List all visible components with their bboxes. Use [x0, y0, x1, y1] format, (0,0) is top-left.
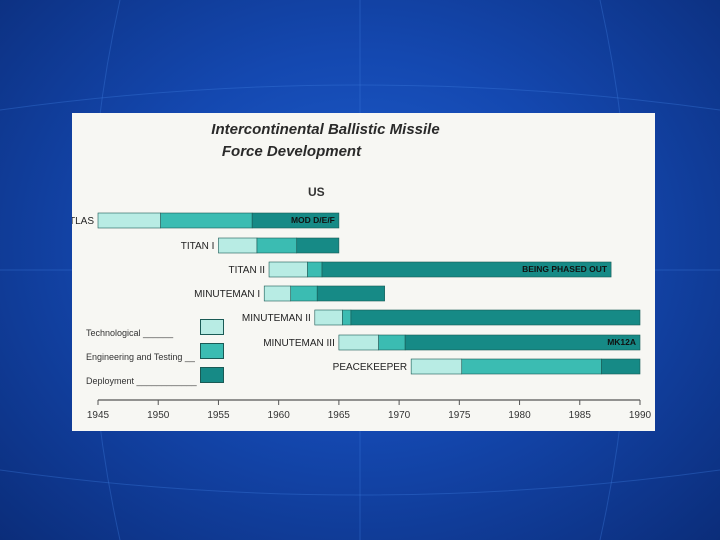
bar-titan-ii-engineering [307, 261, 323, 278]
bar-atlas-deployment [251, 212, 340, 229]
legend-label-deployment: Deployment ____________ [86, 376, 197, 386]
bar-atlas-engineering [160, 212, 253, 229]
program-label-minuteman-iii: MINUTEMAN III [263, 338, 335, 349]
annotation-atlas: MOD D/E/F [291, 215, 335, 225]
program-label-titan-ii: TITAN II [229, 265, 265, 276]
annotation-minuteman-iii: MK12A [607, 337, 636, 347]
bar-peacekeeper-engineering [461, 358, 602, 375]
bar-minuteman-i-deployment [316, 285, 385, 302]
x-tick-label-1985: 1985 [569, 410, 592, 421]
legend-label-engineering: Engineering and Testing __ [86, 352, 195, 362]
program-label-atlas: ATLAS [72, 216, 94, 227]
bar-titan-ii-technological [268, 261, 308, 278]
x-tick-label-1950: 1950 [147, 410, 170, 421]
x-tick-label-1975: 1975 [448, 410, 471, 421]
bar-minuteman-ii-deployment [350, 309, 641, 326]
bar-minuteman-iii-engineering [378, 334, 406, 351]
x-tick-label-1980: 1980 [508, 410, 531, 421]
bar-minuteman-iii-deployment [404, 334, 641, 351]
bar-titan-i-technological [218, 237, 258, 254]
gantt-chart: 1945 1950 1955 1960 1965 1970 1975 1980 1985 1990… [72, 212, 652, 421]
bar-peacekeeper-technological [410, 358, 463, 375]
bar-minuteman-ii-technological [314, 309, 343, 326]
program-label-peacekeeper: PEACEKEEPER [333, 362, 407, 373]
x-tick-label-1945: 1945 [87, 410, 110, 421]
bar-minuteman-ii-engineering [342, 309, 352, 326]
bar-minuteman-i-technological [263, 285, 292, 302]
x-tick-label-1955: 1955 [207, 410, 230, 421]
bar-titan-i-engineering [256, 237, 298, 254]
bar-peacekeeper-deployment [601, 358, 641, 375]
country-label: US [308, 185, 325, 199]
x-tick-label-1990: 1990 [629, 410, 652, 421]
bar-minuteman-iii-technological [338, 334, 379, 351]
chart-card: Intercontinental Ballistic Missile Force… [72, 113, 655, 431]
bar-titan-i-deployment [296, 237, 340, 254]
x-tick-label-1965: 1965 [328, 410, 351, 421]
legend-swatch-technological [200, 319, 224, 335]
x-tick-label-1960: 1960 [268, 410, 291, 421]
legend-swatch-deployment [200, 367, 224, 383]
chart-title-line1: Intercontinental Ballistic Missile [211, 121, 440, 138]
chart-title-line2: Force Development [221, 143, 362, 160]
legend-swatch-engineering [200, 343, 224, 359]
bar-minuteman-i-engineering [290, 285, 318, 302]
program-label-minuteman-i: MINUTEMAN I [194, 289, 260, 300]
program-label-minuteman-ii: MINUTEMAN II [242, 313, 311, 324]
annotation-titan-ii: BEING PHASED OUT [522, 264, 608, 274]
program-label-titan-i: TITAN I [181, 241, 215, 252]
bar-atlas-technological [97, 212, 161, 229]
bar-titan-ii-deployment [321, 261, 612, 278]
x-tick-label-1970: 1970 [388, 410, 411, 421]
legend-label-technological: Technological ______ [86, 328, 174, 338]
